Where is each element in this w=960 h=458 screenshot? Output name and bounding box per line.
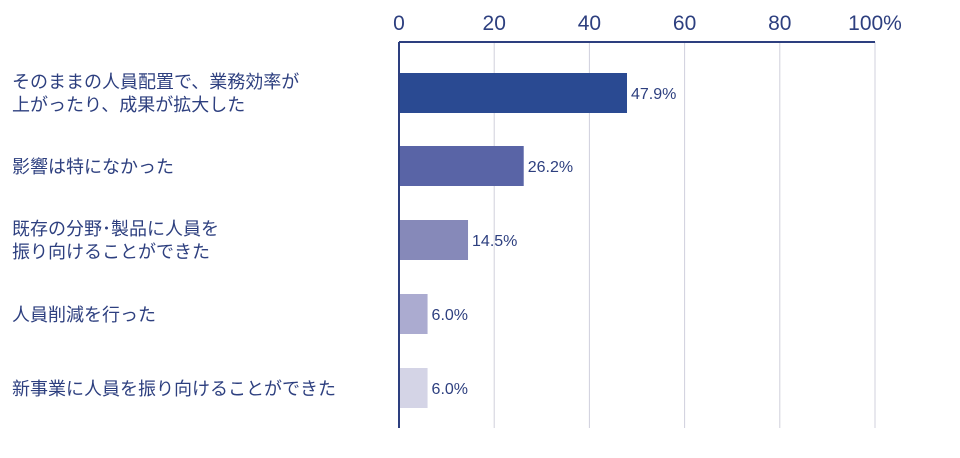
category-label: そのままの人員配置で、業務効率が bbox=[12, 72, 299, 93]
x-tick-label: 60 bbox=[673, 12, 696, 35]
value-label: 14.5% bbox=[472, 233, 517, 250]
bar bbox=[400, 294, 428, 334]
category-label: 人員削減を行った bbox=[12, 305, 156, 326]
x-tick-label: 40 bbox=[578, 12, 601, 35]
value-label: 26.2% bbox=[528, 159, 573, 176]
value-label: 6.0% bbox=[432, 307, 468, 324]
bar bbox=[400, 220, 469, 260]
x-tick-label: 20 bbox=[483, 12, 506, 35]
category-label: 既存の分野･製品に人員を bbox=[12, 219, 219, 240]
x-tick-label: 100% bbox=[848, 12, 902, 35]
bar bbox=[400, 146, 524, 186]
x-tick-label: 80 bbox=[768, 12, 791, 35]
bar bbox=[400, 73, 628, 113]
x-tick-label: 0 bbox=[393, 12, 405, 35]
value-label: 6.0% bbox=[432, 381, 468, 398]
bar bbox=[400, 368, 428, 408]
category-label: 振り向けることができた bbox=[12, 242, 210, 263]
category-label: 影響は特になかった bbox=[12, 157, 174, 178]
category-label: 新事業に人員を振り向けることができた bbox=[12, 379, 336, 400]
category-label: 上がったり、成果が拡大した bbox=[12, 95, 245, 116]
value-label: 47.9% bbox=[631, 86, 676, 103]
